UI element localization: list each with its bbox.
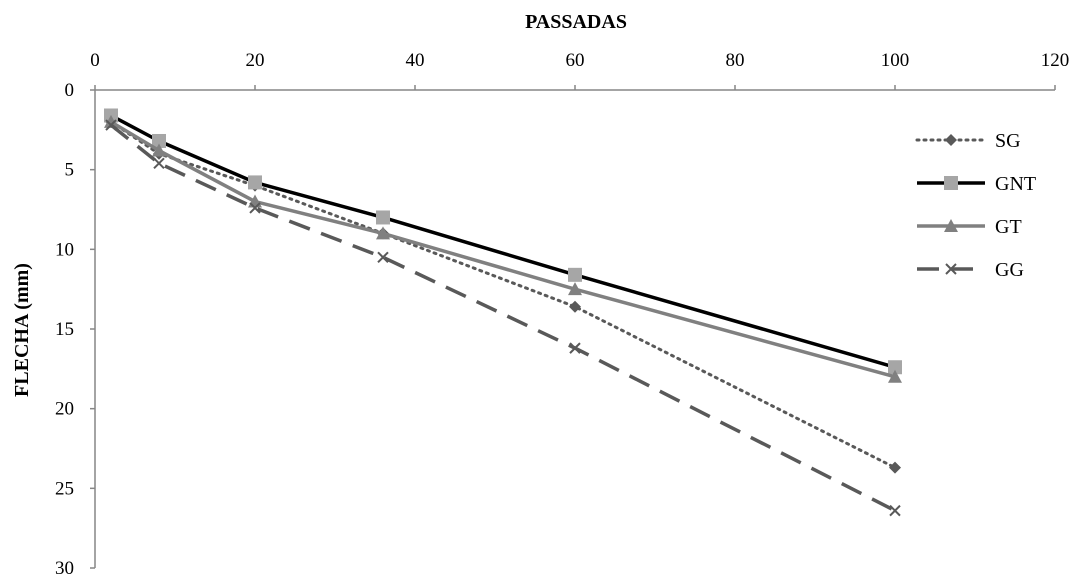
y-tick-label: 5 <box>65 160 75 181</box>
data-point-gt <box>888 369 902 383</box>
y-tick-label: 15 <box>55 319 74 340</box>
series-line-gt <box>110 120 896 379</box>
y-tick-labels: 0 5 10 15 20 25 30 <box>55 80 74 577</box>
data-point-gg <box>569 342 581 354</box>
series-gt <box>104 114 902 383</box>
legend-marker-sg <box>945 134 957 146</box>
axes <box>90 85 1056 569</box>
data-point-gg <box>153 157 165 170</box>
series-line-gg <box>109 123 896 513</box>
legend-item-gt: GT <box>917 216 1022 238</box>
series-line-sg <box>109 120 897 470</box>
y-axis-title: FLECHA (mm) <box>11 263 33 397</box>
data-point-sg <box>889 461 901 474</box>
x-tick-label: 20 <box>246 50 265 71</box>
legend-marker-gg <box>945 263 957 275</box>
series-gnt <box>104 108 902 375</box>
data-point-gg <box>889 504 901 517</box>
legend-label-gt: GT <box>995 216 1022 238</box>
data-point-gnt <box>568 267 582 282</box>
data-point-gnt <box>888 360 902 375</box>
y-tick-label: 25 <box>55 478 74 499</box>
y-tick-label: 30 <box>55 558 74 577</box>
y-tick-label: 10 <box>55 239 74 260</box>
data-point-gt <box>152 143 166 157</box>
x-axis-title: PASSADAS <box>525 11 627 33</box>
data-point-gg <box>377 251 389 264</box>
x-tick-label: 80 <box>726 50 745 71</box>
data-point-gnt <box>376 210 390 225</box>
data-point-gg <box>105 119 117 131</box>
legend-marker-gnt <box>944 176 958 190</box>
legend-item-sg: SG <box>915 130 1021 152</box>
data-point-gt <box>104 114 118 128</box>
x-tick-label: 40 <box>406 50 425 71</box>
legend-label-gnt: GNT <box>995 173 1036 195</box>
x-tick-label: 60 <box>566 50 585 71</box>
x-tick-label: 0 <box>90 50 100 71</box>
series-gg <box>105 119 901 517</box>
x-tick-label: 100 <box>881 50 910 71</box>
legend-item-gg: GG <box>917 259 1024 281</box>
x-tick-label: 120 <box>1041 50 1070 71</box>
legend-marker-gt <box>944 219 958 232</box>
data-point-gnt <box>152 133 166 148</box>
data-point-gt <box>376 226 390 240</box>
y-tick-label: 20 <box>55 399 74 420</box>
legend-label-gg: GG <box>995 259 1024 281</box>
data-point-gnt <box>248 175 262 190</box>
data-point-sg <box>569 300 581 313</box>
legend-item-gnt: GNT <box>917 173 1036 195</box>
series-layer <box>104 108 902 517</box>
legend-label-sg: SG <box>995 130 1021 152</box>
legend: SG GNT GT GG <box>915 130 1036 281</box>
data-point-gg <box>249 202 261 214</box>
series-line-gnt <box>110 113 896 369</box>
x-tick-labels: 0 20 40 60 80 100 120 <box>90 50 1069 71</box>
data-point-gt <box>568 282 582 296</box>
y-tick-label: 0 <box>65 80 75 101</box>
